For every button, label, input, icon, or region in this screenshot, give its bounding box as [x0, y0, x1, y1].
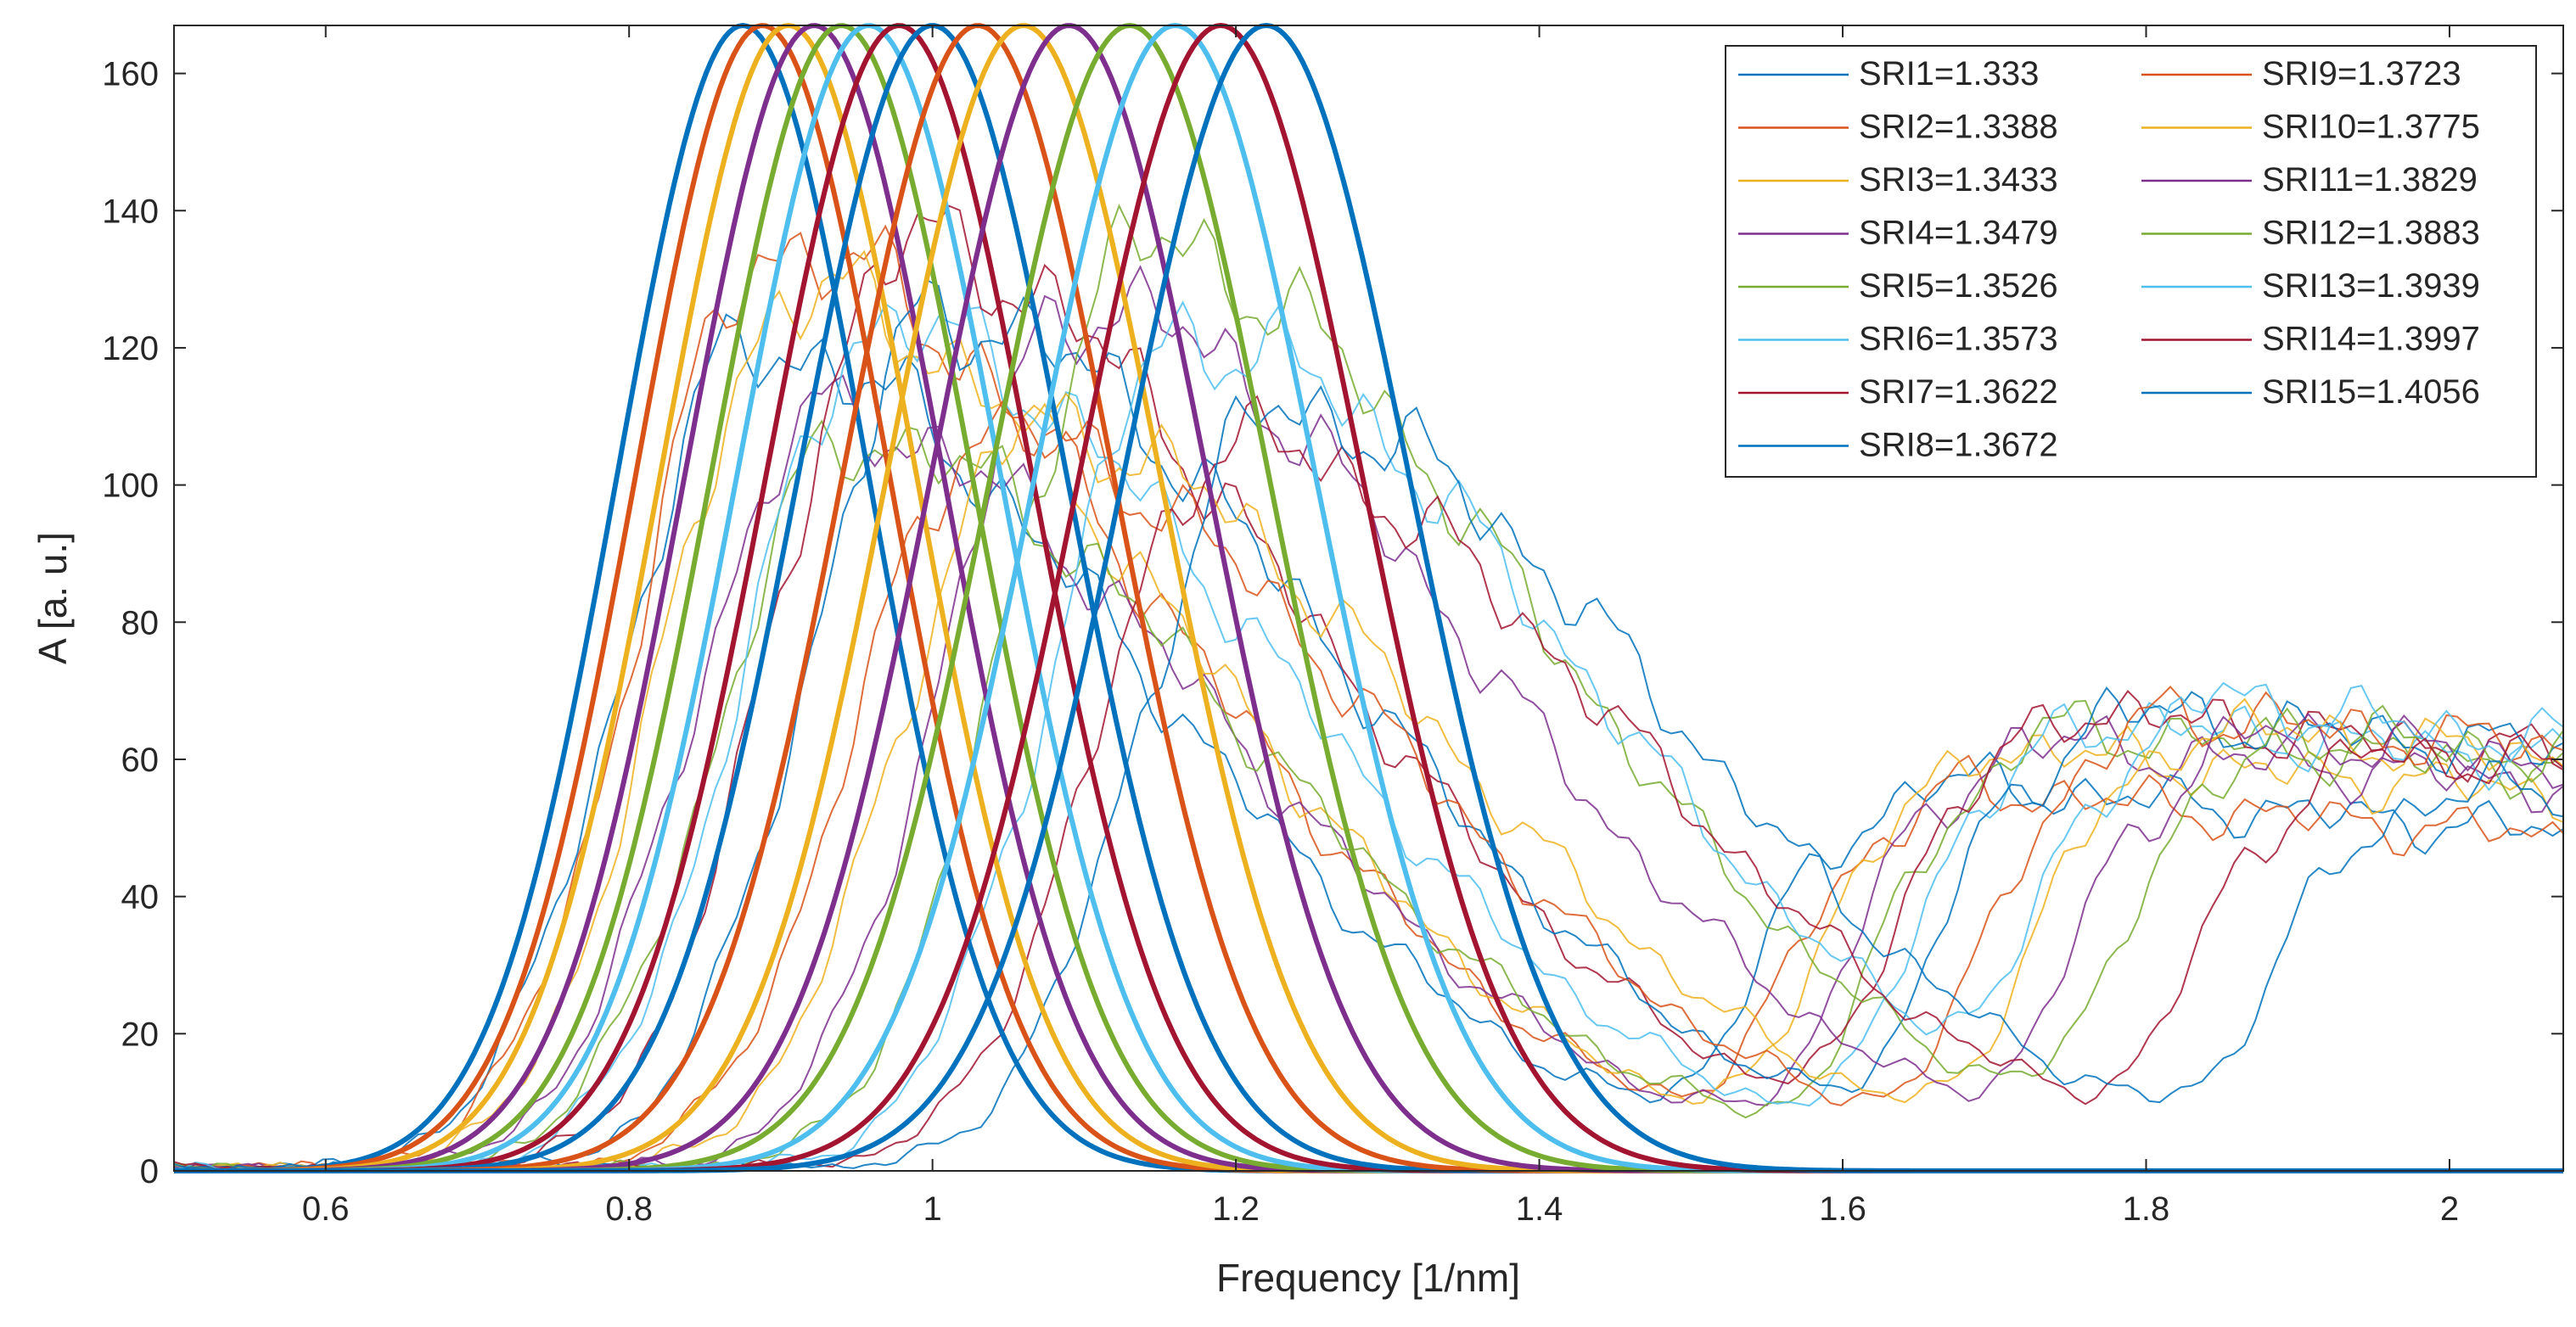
measured-series-line: [173, 313, 2564, 1170]
y-axis-label: A [a. u.]: [31, 532, 75, 664]
x-tick-label: 1.2: [1212, 1190, 1260, 1228]
legend-entry: SRI9=1.3723: [2262, 55, 2461, 92]
x-tick-label: 1.4: [1516, 1190, 1563, 1228]
legend-entry: SRI3=1.3433: [1859, 161, 2058, 199]
x-axis-label: Frequency [1/nm]: [1216, 1256, 1520, 1300]
y-tick-label: 0: [140, 1153, 159, 1190]
legend-entry: SRI10=1.3775: [2262, 109, 2480, 146]
legend-entry: SRI14=1.3997: [2262, 321, 2480, 358]
legend-entry: SRI11=1.3829: [2262, 161, 2478, 199]
legend-entry: SRI6=1.3573: [1859, 321, 2058, 358]
y-tick-label: 100: [102, 468, 159, 505]
x-tick-label: 0.6: [302, 1190, 350, 1228]
y-tick-label: 140: [102, 193, 159, 230]
x-tick-label: 2: [2440, 1190, 2459, 1228]
legend-entry: SRI4=1.3479: [1859, 215, 2058, 252]
legend-entry: SRI5=1.3526: [1859, 267, 2058, 305]
y-tick-label: 40: [121, 879, 160, 916]
measured-series-line: [173, 249, 2564, 1171]
x-tick-label: 1.6: [1819, 1190, 1866, 1228]
legend-entry: SRI1=1.333: [1859, 55, 2039, 92]
y-tick-label: 60: [121, 742, 160, 779]
x-tick-label: 1: [923, 1190, 942, 1228]
measured-series-line: [173, 419, 2564, 1171]
y-tick-label: 120: [102, 330, 159, 367]
measured-series-line: [173, 224, 2564, 1170]
y-axis: 0 20 40 60 80 100 120 140 160: [102, 56, 2563, 1190]
measured-series-line: [173, 374, 2564, 1171]
y-tick-label: 20: [121, 1016, 160, 1053]
x-axis: 0.6 0.8 1 1.2 1.4 1.6 1.8 2: [302, 25, 2459, 1228]
legend-entry: SRI7=1.3622: [1859, 373, 2058, 411]
legend-entry: SRI13=1.3939: [2262, 267, 2480, 305]
y-tick-label: 80: [121, 604, 160, 641]
y-tick-label: 160: [102, 56, 159, 93]
legend-entry: SRI8=1.3672: [1859, 427, 2058, 464]
legend-entry: SRI12=1.3883: [2262, 215, 2480, 252]
plot-frame: [173, 25, 2564, 1172]
legend: SRI1=1.333 SRI2=1.3388 SRI3=1.3433 SRI4=1.3…: [1725, 45, 2537, 478]
legend-entry: SRI15=1.4056: [2262, 373, 2480, 411]
x-tick-label: 1.8: [2123, 1190, 2170, 1228]
x-tick-label: 0.8: [605, 1190, 653, 1228]
legend-entry: SRI2=1.3388: [1859, 109, 2058, 146]
legend-box: [1725, 45, 2537, 478]
